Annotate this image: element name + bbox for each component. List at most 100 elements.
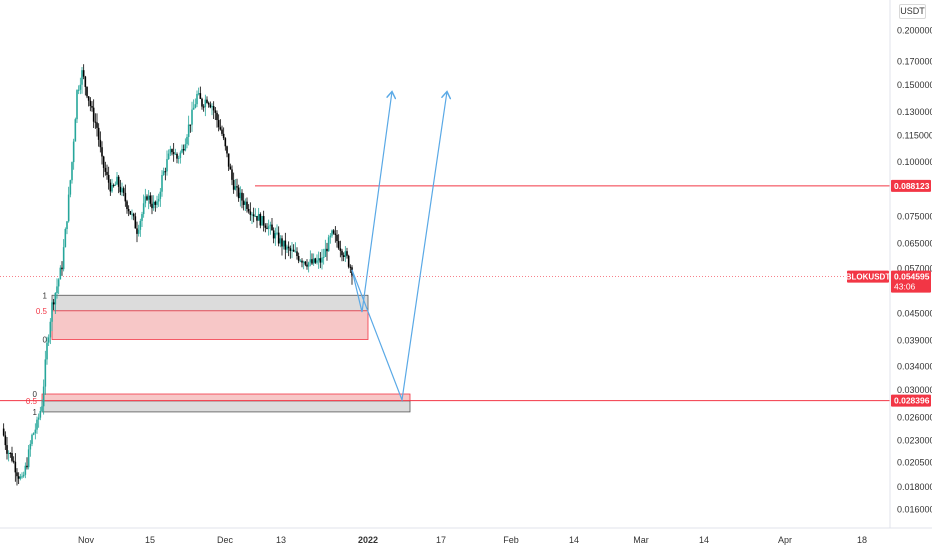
candle [17,472,20,485]
candle-body [101,147,103,157]
price-tick-label: 0.016000 [897,504,932,514]
candle [304,261,307,267]
candle-body [117,176,120,187]
currency-badge[interactable]: USDT [899,4,926,19]
candle-body [224,138,227,147]
candle [206,96,208,104]
candle-body [99,139,102,148]
candle [197,87,200,96]
candle [161,170,163,197]
fib-zone[interactable]: 10.50 [36,291,369,344]
candle-body [301,260,303,263]
price-tick-label: 0.130000 [897,107,932,117]
candle-body [47,337,50,343]
candle-body [19,476,22,479]
projection-arrow[interactable] [351,92,447,403]
fib-zone[interactable]: 00.51 [26,390,411,417]
candle-body [169,149,172,154]
candle-body [64,229,67,248]
candle-body [111,185,113,192]
candle [114,181,117,186]
candle [274,227,277,246]
candle [146,194,148,202]
candle-body [346,251,348,256]
candle-body [319,258,322,263]
price-tick-label: 0.039000 [897,335,932,345]
candle-body [341,250,343,256]
candle-body [311,259,313,264]
candle [331,229,333,238]
candle-body [49,321,52,338]
candle-body [297,256,300,261]
candle-body [179,152,182,158]
candle [322,248,325,265]
candle-body [119,186,122,193]
candle-body [252,214,255,217]
level-price-tag[interactable]: 0.088123 [891,179,931,192]
time-tick-label: Apr [778,535,792,545]
candle-body [211,106,213,108]
candle [132,212,135,221]
candle-body [106,171,108,175]
candle-body [259,214,262,226]
candle-body [327,237,330,252]
candle [86,86,88,99]
projection-arrow[interactable] [351,92,392,313]
candle [191,101,193,132]
candle-body [321,257,323,263]
candle-body [159,191,162,199]
candle [139,218,142,237]
candle-body [31,434,33,444]
candle [301,258,303,268]
candle-body [67,194,70,222]
price-tag-value: 0.054595 [894,272,930,282]
candle-body [237,187,240,199]
candle-body [207,102,210,105]
candle-body [12,460,15,462]
candle-body [256,216,258,221]
candle-body [62,247,65,270]
candle-body [199,93,202,99]
zone-upper-half [41,393,411,402]
candle-body [152,201,155,209]
level-tag-value: 0.028396 [894,396,930,406]
candle [272,227,275,244]
candle-body [74,119,77,142]
candle [289,245,292,259]
candle [326,242,328,261]
level-price-tag[interactable]: 0.028396 [891,394,931,407]
candle-body [287,246,290,249]
price-tag-bg [891,270,931,293]
candle-body [44,359,47,387]
candle [231,165,233,186]
candle [111,178,113,193]
candle-body [232,179,235,190]
candle [124,184,127,207]
candle [172,143,175,162]
candle [84,75,87,96]
candle-body [137,229,140,234]
candle-body [142,203,145,215]
candle [72,138,75,170]
candle [287,241,290,257]
candle-body [157,198,160,202]
candle [79,77,82,95]
candle-body [206,99,208,103]
candle-body [186,136,188,145]
candle [279,235,282,248]
candle-body [227,153,230,167]
candle [316,254,318,265]
candle [151,195,153,215]
candle [14,453,17,482]
candle [64,227,67,248]
candle-body [39,410,42,418]
price-tick-label: 0.034000 [897,361,932,371]
candle [271,218,273,231]
candle-body [276,232,278,234]
candle-body [87,96,90,101]
candle [177,155,180,164]
candle [232,172,235,194]
